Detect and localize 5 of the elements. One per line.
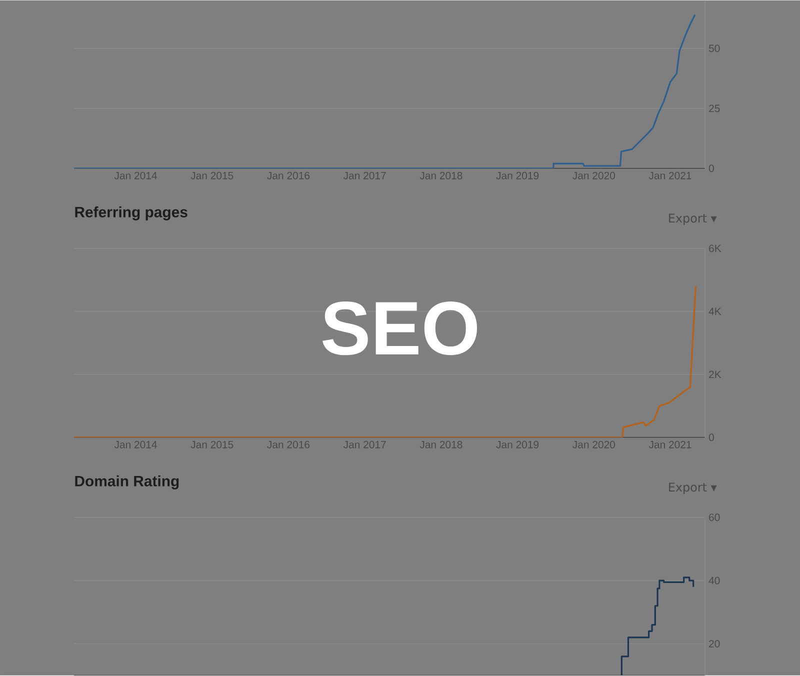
chart-title: Domain Rating <box>75 476 179 490</box>
chart-title: Referring pages <box>75 206 188 221</box>
line-series <box>74 285 697 438</box>
line-series <box>74 14 696 168</box>
annotation: SEO <box>322 302 478 356</box>
